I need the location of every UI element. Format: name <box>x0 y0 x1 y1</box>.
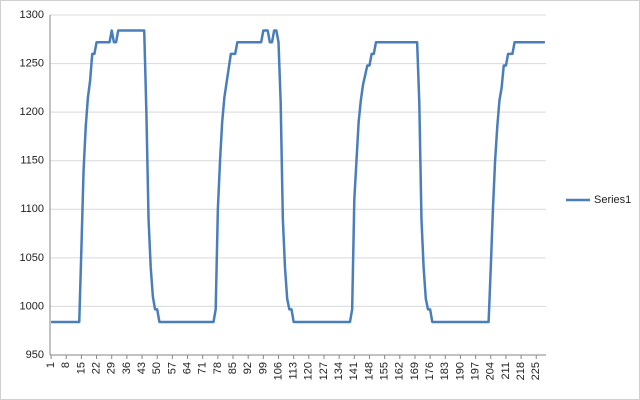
x-tick-label: 169 <box>409 362 421 380</box>
series-line <box>51 29 545 324</box>
x-tick-label: 162 <box>394 362 406 380</box>
x-tick-label: 71 <box>197 362 209 374</box>
y-tick-label: 1100 <box>20 203 44 215</box>
x-tick-label: 113 <box>288 362 300 380</box>
x-tick-label: 92 <box>242 362 254 374</box>
y-tick-label: 1200 <box>20 106 44 118</box>
x-tick-label: 85 <box>227 362 239 374</box>
x-tick-label: 78 <box>212 362 224 374</box>
x-tick-label: 176 <box>424 362 436 380</box>
x-tick-label: 1 <box>45 362 57 368</box>
x-tick-label: 225 <box>530 362 542 380</box>
x-tick-label: 127 <box>318 362 330 380</box>
y-tick-label: 950 <box>26 349 44 361</box>
y-tick-label: 1300 <box>20 9 44 21</box>
x-tick-label: 141 <box>348 362 360 380</box>
x-tick-label: 22 <box>90 362 102 374</box>
x-tick-label: 57 <box>166 362 178 374</box>
x-tick-label: 204 <box>485 362 497 380</box>
x-tick-label: 120 <box>303 362 315 380</box>
x-tick-label: 43 <box>136 362 148 374</box>
y-tick-label: 1250 <box>20 57 44 69</box>
legend-label: Series1 <box>594 194 631 206</box>
y-tick-label: 1150 <box>20 155 44 167</box>
x-tick-label: 64 <box>181 362 193 374</box>
x-tick-label: 183 <box>439 362 451 380</box>
y-tick-label: 1050 <box>20 252 44 264</box>
x-tick-label: 218 <box>515 362 527 380</box>
x-tick-label: 155 <box>379 362 391 380</box>
x-tick-label: 29 <box>106 362 118 374</box>
x-tick-label: 190 <box>454 362 466 380</box>
x-tick-label: 8 <box>60 362 72 368</box>
x-tick-label: 106 <box>272 362 284 380</box>
x-tick-label: 211 <box>500 362 512 380</box>
x-tick-label: 197 <box>470 362 482 380</box>
x-tick-label: 36 <box>121 362 133 374</box>
x-tick-label: 134 <box>333 362 345 380</box>
x-tick-label: 15 <box>75 362 87 374</box>
x-tick-label: 50 <box>151 362 163 374</box>
x-tick-label: 148 <box>363 362 375 380</box>
y-tick-label: 1000 <box>20 300 44 312</box>
x-tick-label: 99 <box>257 362 269 374</box>
